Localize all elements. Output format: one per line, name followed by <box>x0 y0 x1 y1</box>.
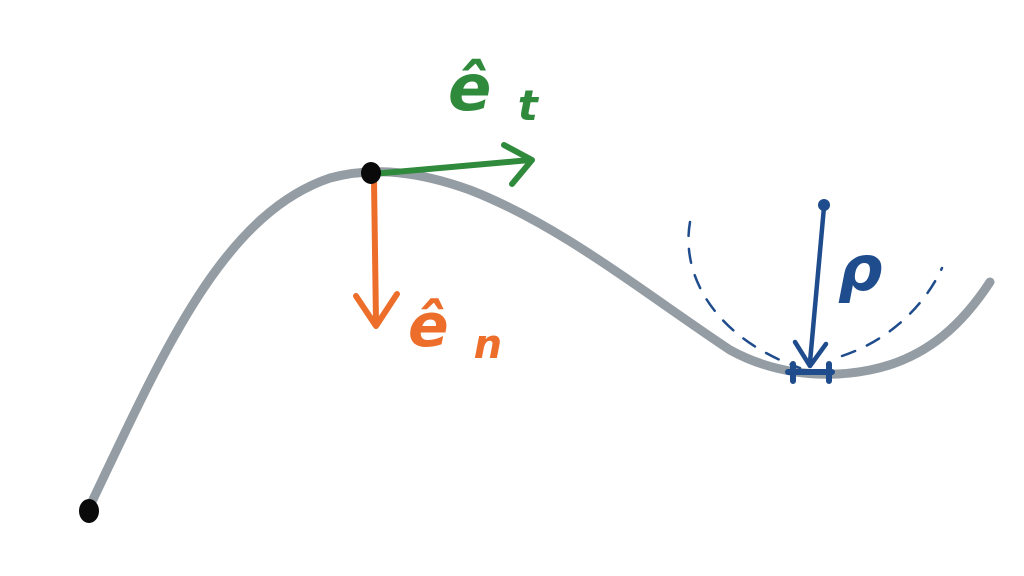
radius-arrowhead <box>792 339 829 369</box>
tangent-label-subscript: t <box>518 81 540 130</box>
radius-label: ρ <box>838 232 882 305</box>
radius-line <box>807 204 827 365</box>
tangent-label: ê t <box>448 52 540 130</box>
normal-label-symbol: ê <box>408 291 449 361</box>
trajectory-curve <box>83 167 995 515</box>
current-point <box>361 162 381 184</box>
normal-arrowhead <box>353 291 400 329</box>
tangent-arrowhead <box>501 142 535 187</box>
tangent-line <box>369 157 533 177</box>
normal-label: ê n <box>408 291 502 368</box>
normal-vector <box>353 177 400 329</box>
radius-vector <box>785 199 835 384</box>
tangent-label-symbol: ê <box>448 52 491 126</box>
osculating-circle-arc <box>687 220 944 370</box>
normal-label-subscript: n <box>474 322 502 368</box>
tangent-vector <box>369 142 535 187</box>
radius-foot-marker <box>785 361 835 384</box>
start-point <box>79 499 99 523</box>
normal-line <box>371 177 379 325</box>
